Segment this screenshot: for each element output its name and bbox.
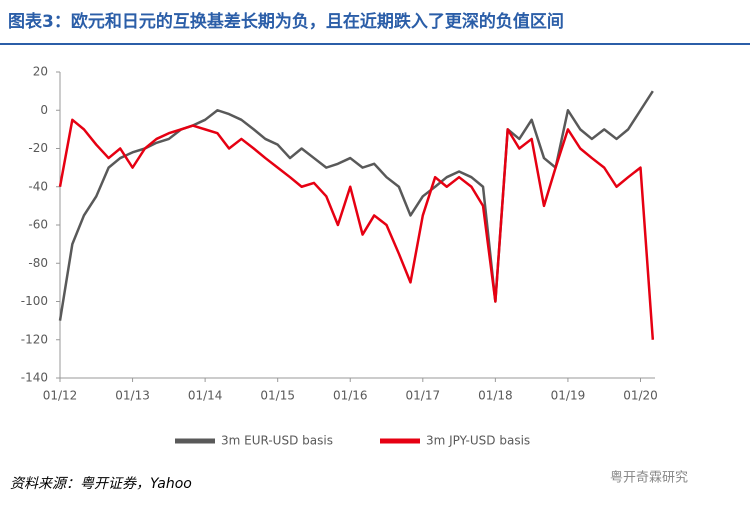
y-tick-label: -80	[28, 256, 48, 270]
y-tick-label: -20	[28, 141, 48, 155]
x-tick-label: 01/14	[188, 389, 223, 403]
x-tick-label: 01/13	[115, 389, 150, 403]
x-tick-label: 01/19	[551, 389, 586, 403]
y-tick-label: 20	[33, 65, 48, 79]
legend-label: 3m JPY-USD basis	[426, 434, 530, 448]
series-line	[58, 118, 655, 340]
x-tick-label: 01/20	[623, 389, 658, 403]
x-tick-label: 01/12	[43, 389, 78, 403]
legend-label: 3m EUR-USD basis	[221, 434, 333, 448]
chart-title: 图表3：欧元和日元的互换基差长期为负，且在近期跌入了更深的负值区间	[8, 11, 564, 32]
x-tick-label: 01/18	[478, 389, 513, 403]
x-tick-label: 01/17	[406, 389, 441, 403]
y-tick-label: 0	[40, 103, 48, 117]
watermark: 粤开奇霖研究	[610, 470, 688, 486]
x-tick-label: 01/15	[260, 389, 295, 403]
x-tick-label: 01/16	[333, 389, 368, 403]
y-tick-label: -100	[21, 294, 48, 308]
y-tick-label: -40	[28, 179, 48, 193]
y-tick-label: -60	[28, 218, 48, 232]
y-tick-label: -140	[21, 371, 48, 385]
source: 资料来源：粤开证券，Yahoo	[10, 476, 192, 492]
y-tick-label: -120	[21, 332, 48, 346]
series-line	[58, 90, 654, 321]
